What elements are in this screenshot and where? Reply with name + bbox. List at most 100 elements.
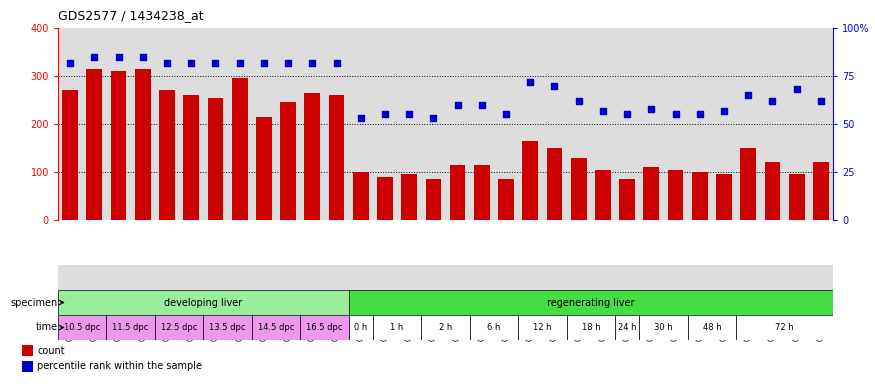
Bar (474, 165, 490, 220)
Point (111, 54, 125, 60)
Bar (567, 315, 615, 340)
Point (693, 111, 707, 118)
Text: percentile rank within the sample: percentile rank within the sample (37, 361, 202, 371)
Bar (620, 179, 635, 220)
Point (402, 111, 416, 118)
Point (523, 79, 537, 85)
Bar (252, 315, 300, 340)
Bar (740, 148, 756, 220)
Point (814, 98, 828, 104)
Text: 13.5 dpc: 13.5 dpc (209, 323, 246, 332)
Bar (402, 174, 417, 220)
Bar (300, 315, 348, 340)
Bar (570, 157, 586, 220)
Text: count: count (37, 346, 65, 356)
Point (499, 111, 513, 118)
Text: 6 h: 6 h (487, 323, 500, 332)
Bar (373, 315, 421, 340)
Point (160, 60, 174, 66)
Bar (688, 315, 736, 340)
Text: regenerating liver: regenerating liver (547, 298, 634, 308)
Point (789, 86, 803, 93)
Text: 12.5 dpc: 12.5 dpc (161, 323, 197, 332)
Point (233, 60, 247, 66)
Bar (159, 90, 175, 220)
Bar (348, 315, 373, 340)
Text: 1 h: 1 h (390, 323, 403, 332)
Text: 12 h: 12 h (533, 323, 551, 332)
Point (668, 111, 682, 118)
Bar (498, 179, 514, 220)
Text: GDS2577 / 1434238_at: GDS2577 / 1434238_at (58, 8, 204, 22)
Point (475, 102, 489, 108)
Bar (788, 174, 804, 220)
Bar (203, 315, 252, 340)
Bar (232, 78, 248, 220)
Point (741, 92, 755, 98)
Point (305, 60, 319, 66)
Bar (135, 69, 150, 220)
Bar (155, 315, 203, 340)
Text: 10.5 dpc: 10.5 dpc (64, 323, 101, 332)
Bar (425, 179, 441, 220)
Bar (643, 167, 659, 220)
Bar (595, 170, 611, 220)
Text: 2 h: 2 h (439, 323, 452, 332)
Text: 18 h: 18 h (582, 323, 600, 332)
Bar (256, 117, 272, 220)
Bar (640, 315, 688, 340)
Bar (450, 165, 466, 220)
Bar (110, 71, 126, 220)
Point (330, 60, 344, 66)
Point (88, 54, 102, 60)
Text: 14.5 dpc: 14.5 dpc (258, 323, 294, 332)
Bar (522, 141, 538, 220)
Bar (547, 148, 563, 220)
Point (717, 108, 731, 114)
Point (354, 115, 367, 121)
Point (257, 60, 271, 66)
Text: developing liver: developing liver (164, 298, 242, 308)
Bar (107, 315, 155, 340)
Bar (377, 177, 393, 220)
Bar (716, 174, 732, 220)
Bar (280, 103, 296, 220)
Bar (62, 90, 78, 220)
Text: 48 h: 48 h (703, 323, 721, 332)
Point (185, 60, 199, 66)
Bar (22, 346, 33, 356)
Point (571, 98, 585, 104)
Bar (184, 95, 200, 220)
Bar (207, 98, 223, 220)
Bar (58, 290, 348, 315)
Text: 0 h: 0 h (354, 323, 367, 332)
Text: 30 h: 30 h (654, 323, 673, 332)
Bar (470, 315, 518, 340)
Point (596, 108, 610, 114)
Bar (813, 162, 829, 220)
Bar (736, 315, 833, 340)
Point (426, 115, 440, 121)
Point (766, 98, 780, 104)
Bar (518, 315, 567, 340)
Bar (615, 315, 640, 340)
Text: time: time (36, 323, 58, 333)
Point (63, 60, 77, 66)
Bar (421, 315, 470, 340)
Point (548, 83, 562, 89)
Bar (22, 361, 33, 371)
Point (281, 60, 295, 66)
Bar (765, 162, 780, 220)
Point (644, 106, 658, 112)
Point (451, 102, 465, 108)
Bar (692, 172, 708, 220)
Text: 24 h: 24 h (618, 323, 636, 332)
Bar (348, 290, 833, 315)
Text: 16.5 dpc: 16.5 dpc (306, 323, 343, 332)
Bar (668, 170, 683, 220)
Bar (58, 315, 107, 340)
Text: 72 h: 72 h (775, 323, 794, 332)
Text: specimen: specimen (10, 298, 58, 308)
Bar (329, 95, 345, 220)
Text: 11.5 dpc: 11.5 dpc (113, 323, 149, 332)
